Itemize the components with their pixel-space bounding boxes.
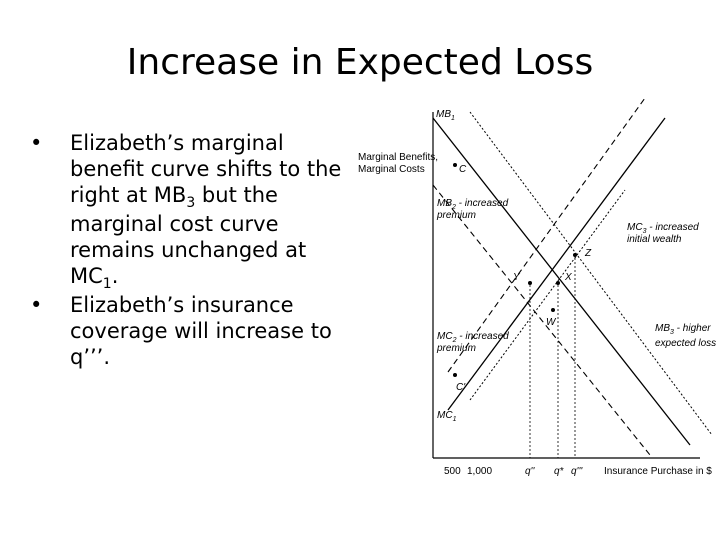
point-z-label: Z: [584, 248, 592, 259]
bullet-item: • Elizabeth’s insurance coverage will in…: [30, 292, 360, 370]
point-y-label: Y: [513, 272, 521, 283]
x-tick-q3: q''': [571, 466, 583, 477]
mb3-label-line1: MB3 - higher: [655, 323, 711, 336]
mb3-label-line2: expected loss: [655, 338, 716, 349]
slide-title: Increase in Expected Loss: [126, 42, 594, 83]
mc2-curve: [447, 97, 646, 373]
x-tick-1000: 1,000: [467, 466, 492, 477]
y-axis-label-line2: Marginal Costs: [358, 164, 425, 175]
mb2-label-line1: MB2 - increased: [437, 198, 509, 211]
x-axis-label: Insurance Purchase in $: [604, 466, 712, 477]
point-c-prime-dot: [453, 373, 457, 377]
y-axis-top-label: MB1: [436, 109, 455, 122]
bullet-text-part: .: [111, 264, 119, 288]
mc2-label-line1: MC2 - increased: [437, 331, 509, 344]
bullet-text-part: Elizabeth’s insurance coverage will incr…: [70, 293, 332, 369]
x-tick-q2: q'': [525, 466, 535, 477]
mc3-curve: [469, 189, 626, 401]
mc1-label: MC1: [437, 410, 457, 423]
x-tick-500: 500: [444, 466, 461, 477]
point-z-dot: [573, 253, 577, 257]
point-x-label: X: [564, 272, 572, 283]
bullet-text-part: Elizabeth’s marginal benefit curve shift…: [70, 131, 342, 207]
mb3-curve: [469, 111, 713, 436]
bullet-subscript: 1: [102, 276, 112, 292]
mc2-label-line2: premium: [436, 343, 476, 354]
point-c-label: C: [459, 164, 467, 175]
mb1-curve: [432, 117, 691, 446]
mc3-label-line2: initial wealth: [627, 234, 682, 245]
y-axis-label-line1: Marginal Benefits,: [358, 152, 438, 163]
bullet-list: • Elizabeth’s marginal benefit curve shi…: [30, 130, 360, 370]
point-w-dot: [551, 308, 555, 312]
bullet-item: • Elizabeth’s marginal benefit curve shi…: [30, 130, 360, 292]
mb2-label-line2: premium: [436, 210, 476, 221]
mc3-label-line1: MC3 - increased: [627, 222, 699, 235]
point-y-dot: [528, 281, 532, 285]
x-tick-qstar: q*: [554, 466, 565, 477]
bullet-subscript: 3: [186, 195, 196, 211]
point-c-prime-label: C': [456, 382, 466, 393]
mc1-curve: [447, 117, 666, 411]
point-x-dot: [556, 281, 560, 285]
point-w-label: W: [546, 317, 557, 328]
bullet-text-part: but the marginal cost curve remains unch…: [70, 183, 307, 288]
point-c-dot: [453, 163, 457, 167]
mb2-curve: [432, 184, 651, 456]
bullet-dot: •: [30, 131, 43, 155]
bullet-dot: •: [30, 293, 43, 317]
